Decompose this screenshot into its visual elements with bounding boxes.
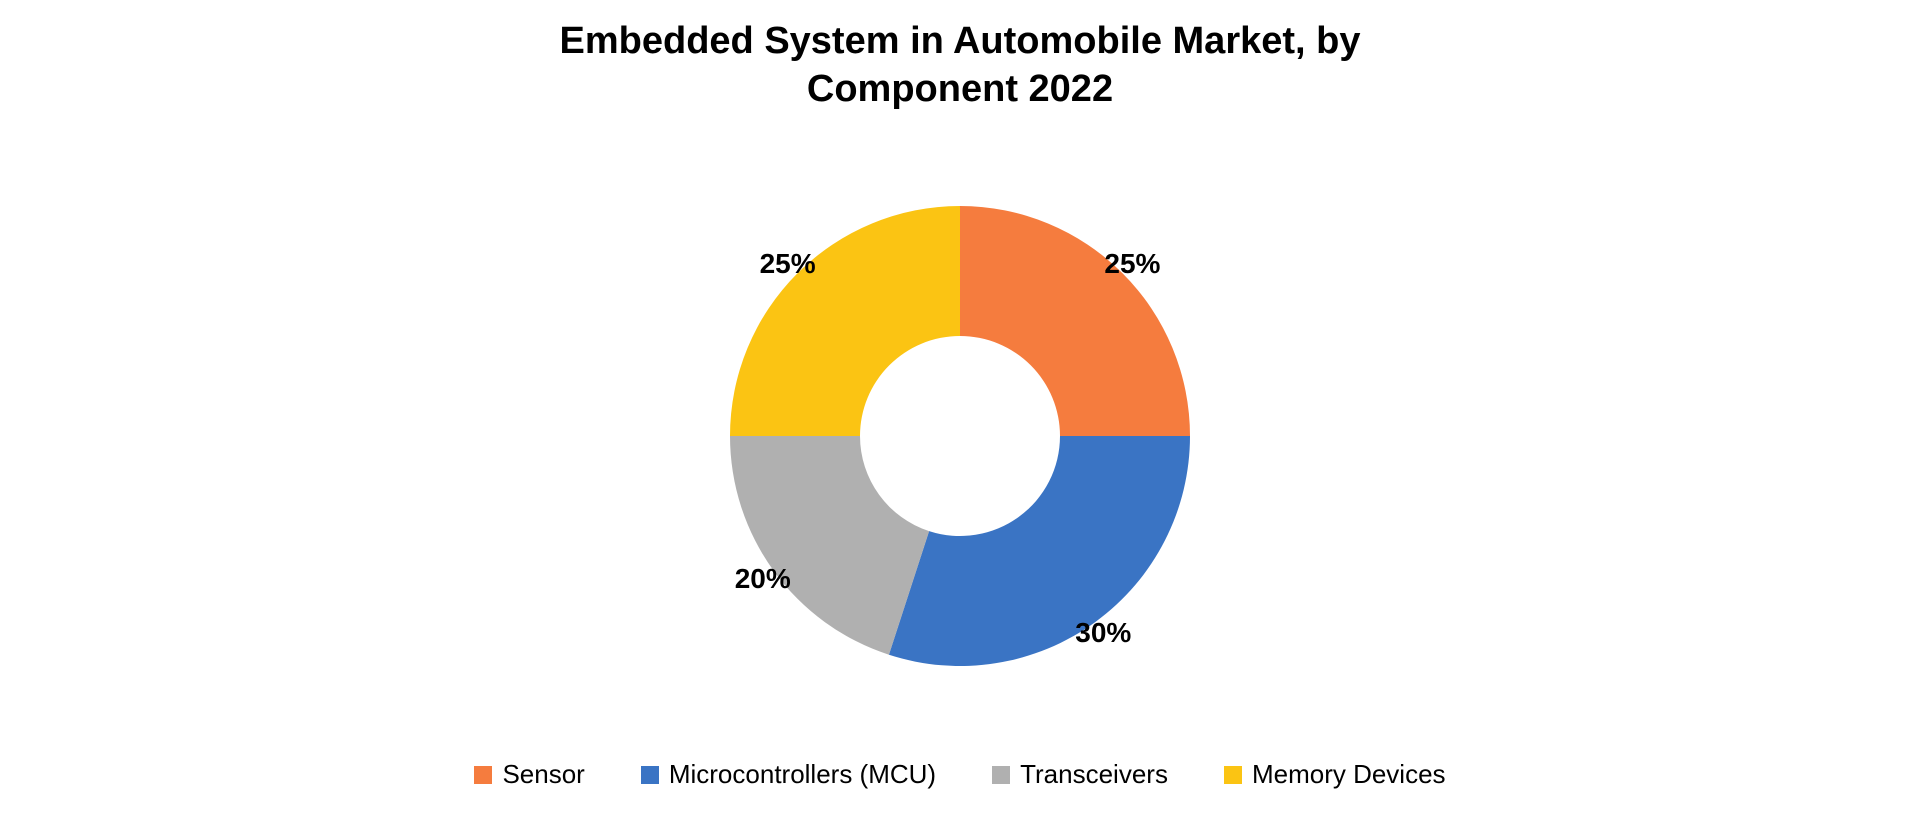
legend-label-2: Transceivers <box>1020 759 1168 790</box>
legend-swatch-3 <box>1224 766 1242 784</box>
donut-chart: 25% 30% 20% 25% <box>730 206 1190 666</box>
donut-slice-1 <box>889 436 1190 666</box>
legend-swatch-2 <box>992 766 1010 784</box>
donut-slice-3 <box>730 206 960 436</box>
donut-slice-2 <box>730 436 929 655</box>
legend-item-3: Memory Devices <box>1224 759 1446 790</box>
legend: Sensor Microcontrollers (MCU) Transceivers… <box>474 759 1445 790</box>
chart-area: 25% 30% 20% 25% <box>730 113 1190 759</box>
legend-label-0: Sensor <box>502 759 584 790</box>
chart-title: Embedded System in Automobile Market, by… <box>560 18 1361 113</box>
legend-item-2: Transceivers <box>992 759 1168 790</box>
chart-container: Embedded System in Automobile Market, by… <box>0 0 1920 818</box>
slice-label-3: 25% <box>760 248 816 280</box>
slice-label-0: 25% <box>1104 248 1160 280</box>
donut-slice-0 <box>960 206 1190 436</box>
legend-item-0: Sensor <box>474 759 584 790</box>
slice-label-2: 20% <box>735 563 791 595</box>
legend-swatch-0 <box>474 766 492 784</box>
legend-label-1: Microcontrollers (MCU) <box>669 759 936 790</box>
slice-label-1: 30% <box>1075 617 1131 649</box>
legend-label-3: Memory Devices <box>1252 759 1446 790</box>
legend-item-1: Microcontrollers (MCU) <box>641 759 936 790</box>
legend-swatch-1 <box>641 766 659 784</box>
